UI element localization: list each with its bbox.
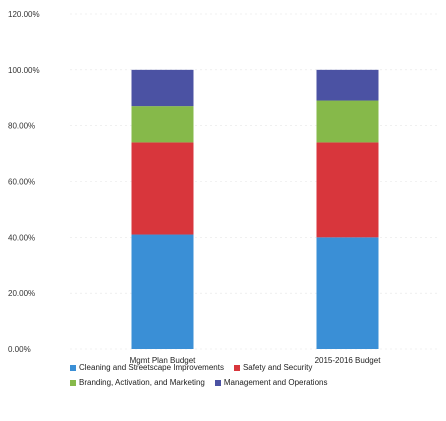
bar-segment [131, 142, 194, 235]
legend-row-2: Branding, Activation, and Marketing Mana… [70, 378, 410, 387]
legend: Cleaning and Streetscape Improvements Sa… [70, 363, 410, 393]
bar-segment [316, 69, 379, 101]
y-tick-label: 80.00% [8, 122, 35, 131]
legend-item-branding: Branding, Activation, and Marketing [70, 378, 205, 387]
bar-segment [316, 237, 379, 349]
y-tick-label: 40.00% [8, 233, 35, 242]
legend-label-management: Management and Operations [223, 378, 328, 387]
x-category-label: 2015-2016 Budget [315, 356, 382, 365]
x-category-label: Mgmt Plan Budget [130, 356, 197, 365]
bar-segment [131, 69, 194, 107]
legend-item-management: Management and Operations [214, 378, 328, 387]
legend-swatch-branding [70, 379, 76, 386]
bar-segment [316, 142, 379, 238]
y-tick-label: 120.00% [8, 10, 40, 19]
bar-segment [131, 234, 194, 349]
y-tick-label: 0.00% [8, 345, 31, 354]
legend-swatch-cleaning [70, 364, 76, 371]
legend-swatch-management [214, 379, 221, 386]
legend-item-safety: Safety and Security [233, 363, 313, 372]
legend-label-safety: Safety and Security [242, 363, 313, 372]
legend-item-cleaning: Cleaning and Streetscape Improvements [70, 363, 224, 372]
legend-label-cleaning: Cleaning and Streetscape Improvements [79, 363, 224, 372]
legend-row-1: Cleaning and Streetscape Improvements Sa… [70, 363, 410, 372]
y-tick-label: 100.00% [8, 66, 40, 75]
bar-segment [316, 100, 379, 143]
legend-label-branding: Branding, Activation, and Marketing [79, 378, 205, 387]
legend-swatch-safety [233, 364, 240, 371]
y-tick-label: 20.00% [8, 289, 35, 298]
y-tick-label: 60.00% [8, 178, 35, 187]
bar-segment [131, 106, 194, 143]
